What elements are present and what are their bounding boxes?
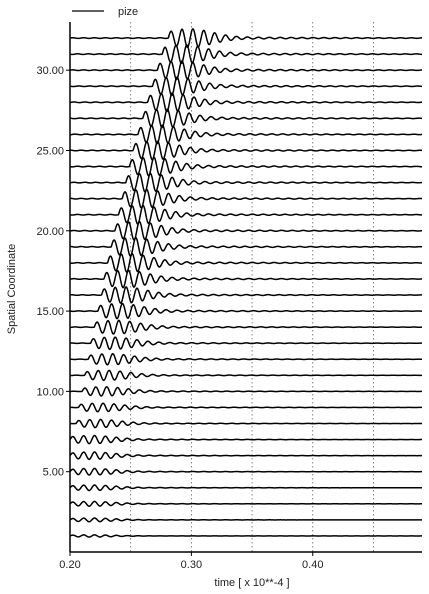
axes bbox=[69, 22, 422, 553]
trace-line bbox=[70, 402, 423, 413]
trace-line bbox=[69, 220, 423, 241]
y-tick-label: 15.00 bbox=[36, 306, 64, 318]
trace-line bbox=[69, 517, 423, 523]
trace-line bbox=[69, 156, 422, 177]
trace-line bbox=[69, 385, 423, 397]
trace-line bbox=[69, 286, 423, 305]
trace-line bbox=[69, 467, 423, 476]
y-ticks: 5.00 10.00 15.00 20.00 25.00 30.00 bbox=[36, 65, 70, 479]
x-tick-label: 0.30 bbox=[181, 559, 202, 571]
y-tick-label: 10.00 bbox=[36, 386, 64, 398]
trace-line bbox=[69, 92, 423, 113]
trace-line bbox=[69, 124, 423, 145]
x-axis-title: time [ x 10**-4 ] bbox=[214, 577, 289, 589]
trace-line bbox=[69, 302, 423, 320]
trace-line bbox=[69, 484, 422, 492]
trace-line bbox=[69, 418, 423, 429]
trace-line bbox=[69, 252, 423, 274]
trace-line bbox=[70, 188, 423, 209]
trace-line bbox=[69, 28, 423, 49]
traces bbox=[69, 28, 423, 538]
trace-line bbox=[69, 76, 423, 97]
legend: pize bbox=[72, 6, 138, 18]
trace-line bbox=[69, 500, 422, 507]
trace-line bbox=[69, 352, 423, 366]
x-tick-label: 0.40 bbox=[302, 559, 323, 571]
trace-line bbox=[70, 236, 423, 258]
trace-line bbox=[69, 336, 423, 351]
trace-line bbox=[69, 60, 423, 81]
trace-line bbox=[69, 534, 423, 538]
trace-line bbox=[69, 172, 423, 193]
trace-line bbox=[69, 269, 423, 289]
trace-line bbox=[69, 204, 423, 225]
grid bbox=[130, 22, 374, 552]
y-tick-label: 5.00 bbox=[43, 467, 64, 479]
trace-line bbox=[69, 451, 422, 461]
trace-line bbox=[69, 108, 423, 129]
trace-line bbox=[69, 369, 423, 382]
y-tick-label: 25.00 bbox=[36, 145, 64, 157]
trace-line bbox=[69, 319, 423, 335]
x-ticks: 0.20 0.30 0.40 bbox=[59, 552, 323, 571]
trace-line bbox=[69, 434, 422, 445]
y-axis-title: Spatial Coordinate bbox=[6, 244, 18, 335]
y-tick-label: 30.00 bbox=[36, 65, 64, 77]
trace-line bbox=[70, 140, 423, 161]
trace-line bbox=[69, 44, 422, 65]
y-tick-label: 20.00 bbox=[36, 226, 64, 238]
x-tick-label: 0.20 bbox=[59, 559, 80, 571]
legend-label-pize: pize bbox=[118, 6, 138, 18]
